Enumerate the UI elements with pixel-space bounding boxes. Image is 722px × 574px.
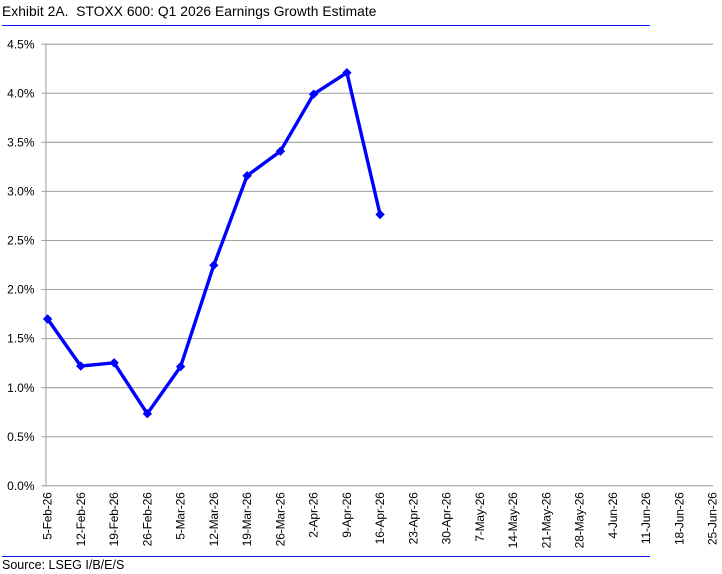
svg-text:26-Feb-26: 26-Feb-26 [141,492,155,546]
svg-text:19-Mar-26: 19-Mar-26 [240,492,254,546]
svg-text:3.0%: 3.0% [7,185,35,199]
svg-text:2-Apr-26: 2-Apr-26 [307,492,321,538]
svg-text:12-Feb-26: 12-Feb-26 [74,492,88,546]
svg-text:0.5%: 0.5% [7,430,35,444]
svg-text:2.0%: 2.0% [7,283,35,297]
svg-text:16-Apr-26: 16-Apr-26 [373,492,387,544]
svg-text:25-Jun-26: 25-Jun-26 [706,492,720,545]
svg-text:4-Jun-26: 4-Jun-26 [606,492,620,539]
svg-text:23-Apr-26: 23-Apr-26 [407,492,421,544]
svg-text:0.0%: 0.0% [7,479,35,493]
svg-text:7-May-26: 7-May-26 [473,492,487,542]
svg-text:1.5%: 1.5% [7,332,35,346]
svg-text:4.0%: 4.0% [7,86,35,100]
svg-text:5-Mar-26: 5-Mar-26 [174,492,188,540]
svg-text:21-May-26: 21-May-26 [540,492,554,548]
svg-text:9-Apr-26: 9-Apr-26 [340,492,354,538]
svg-text:14-May-26: 14-May-26 [506,492,520,548]
svg-text:11-Jun-26: 11-Jun-26 [639,492,653,544]
svg-text:18-Jun-26: 18-Jun-26 [673,492,687,545]
svg-text:19-Feb-26: 19-Feb-26 [107,492,121,546]
svg-text:28-May-26: 28-May-26 [573,492,587,548]
svg-text:26-Mar-26: 26-Mar-26 [274,492,288,546]
svg-text:2.5%: 2.5% [7,234,35,248]
svg-text:1.0%: 1.0% [7,381,35,395]
svg-text:4.5%: 4.5% [7,37,35,51]
svg-text:5-Feb-26: 5-Feb-26 [41,492,55,540]
svg-text:12-Mar-26: 12-Mar-26 [207,492,221,546]
svg-text:3.5%: 3.5% [7,135,35,149]
svg-text:30-Apr-26: 30-Apr-26 [440,492,454,544]
